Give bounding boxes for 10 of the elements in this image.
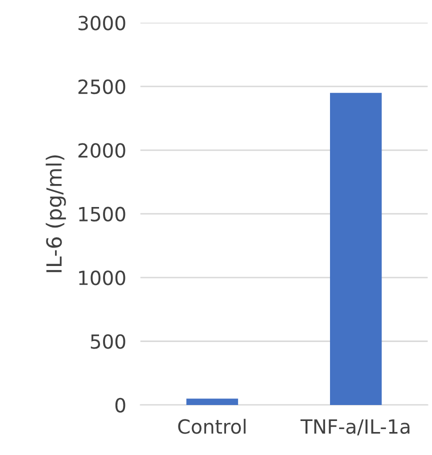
y-tick-label: 2000 xyxy=(78,143,126,158)
y-tick-label: 3000 xyxy=(78,16,126,30)
y-axis-title: IL-6 (pg/ml) xyxy=(46,155,66,272)
x-tick-label: TNF-a/IL-1a xyxy=(300,419,410,436)
y-tick-label: 0 xyxy=(115,398,126,413)
y-tick-label: 1000 xyxy=(79,270,126,286)
y-tick-label: 1500 xyxy=(79,206,126,222)
y-tick-label: 500 xyxy=(90,334,126,349)
y-tick-label: 2500 xyxy=(78,79,126,94)
x-tick-label: Control xyxy=(178,418,246,434)
